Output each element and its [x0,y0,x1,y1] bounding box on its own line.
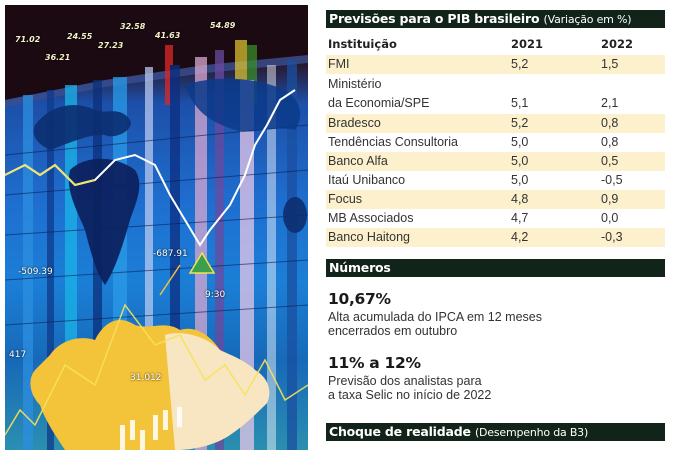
ticker-value: 54.89 [210,21,236,30]
choque-subtitle: (Desempenho da B3) [474,426,589,439]
row-institution: Banco Haitong [328,230,411,244]
selic-value: 11% a 12% [328,354,421,372]
table-row: Ministério da Economia/SPE 5,1 2,1 [326,75,665,113]
row-2022: 0,9 [601,192,619,206]
row-2021: 4,2 [511,230,529,244]
chart-label: 9:30 [205,290,226,300]
table-row: Itaú Unibanco 5,0 -0,5 [326,171,665,190]
header-2021: 2021 [511,37,544,51]
row-2022: 1,5 [601,57,619,71]
choque-title: Choque de realidade [329,424,471,439]
pib-table-title: Previsões para o PIB brasileiro [329,11,540,26]
row-institution: Banco Alfa [328,154,388,168]
ticker-value: 36.21 [45,53,71,62]
ipca-description-line2: encerrados em outubro [328,324,458,338]
pib-table-subtitle: (Variação em %) [543,13,632,26]
selic-description-line1: Previsão dos analistas para [328,374,482,388]
table-row: MB Associados 4,7 0,0 [326,209,665,228]
row-institution: MB Associados [328,211,414,225]
market-illustration: 71.02 36.21 24.55 27.23 32.58 41.63 54.89 -509.… [5,5,308,450]
selic-description: Previsão dos analistas para a taxa Selic… [328,374,628,402]
pib-table-header: Instituição 2021 2022 [326,35,665,53]
selic-description-line2: a taxa Selic no início de 2022 [328,388,492,402]
row-2021: 5,1 [511,96,529,110]
row-2022: 0,8 [601,116,619,130]
row-institution-line1: Ministério [328,77,382,91]
row-2022: 0,8 [601,135,619,149]
header-2022: 2022 [601,37,634,51]
table-row: Tendências Consultoria 5,0 0,8 [326,133,665,152]
header-institution: Instituição [328,37,397,51]
row-2021: 5,0 [511,173,529,187]
table-row: FMI 5,2 1,5 [326,55,665,74]
row-2022: -0,5 [601,173,623,187]
chart-label: 417 [9,350,27,360]
market-collage-graphic [5,5,308,450]
numeros-title-bar: Números [326,259,665,277]
chart-label: 31.012 [130,373,162,383]
ticker-value: 27.23 [98,41,124,50]
table-row: Bradesco 5,2 0,8 [326,114,665,133]
row-2022: 0,5 [601,154,619,168]
chart-label: -687.91 [153,249,188,259]
ipca-value: 10,67% [328,290,391,308]
row-institution: Bradesco [328,116,381,130]
row-2022: 0,0 [601,211,619,225]
row-2021: 4,7 [511,211,529,225]
row-2021: 5,0 [511,154,529,168]
pib-table-title-bar: Previsões para o PIB brasileiro (Variaçã… [326,10,665,28]
row-institution: Itaú Unibanco [328,173,406,187]
table-row: Banco Alfa 5,0 0,5 [326,152,665,171]
row-2022: 2,1 [601,96,619,110]
table-row: Banco Haitong 4,2 -0,3 [326,228,665,247]
row-institution: Focus [328,192,363,206]
row-2022: -0,3 [601,230,623,244]
ticker-value: 41.63 [155,31,181,40]
table-row: Focus 4,8 0,9 [326,190,665,209]
row-2021: 5,2 [511,57,529,71]
row-2021: 5,0 [511,135,529,149]
row-institution: FMI [328,57,350,71]
row-2021: 5,2 [511,116,529,130]
ipca-description: Alta acumulada do IPCA em 12 meses encer… [328,310,628,338]
ticker-value: 32.58 [120,22,146,31]
choque-title-bar: Choque de realidade (Desempenho da B3) [326,423,665,441]
numeros-title: Números [329,260,391,275]
ticker-value: 24.55 [67,32,93,41]
row-institution-line2: da Economia/SPE [328,96,430,110]
ipca-description-line1: Alta acumulada do IPCA em 12 meses [328,310,543,324]
row-institution: Tendências Consultoria [328,135,458,149]
ticker-value: 71.02 [15,35,41,44]
info-panel: Previsões para o PIB brasileiro (Variaçã… [326,0,666,450]
row-2021: 4,8 [511,192,529,206]
row-institution: Ministério da Economia/SPE [328,75,429,113]
chart-label: -509.39 [18,267,53,277]
